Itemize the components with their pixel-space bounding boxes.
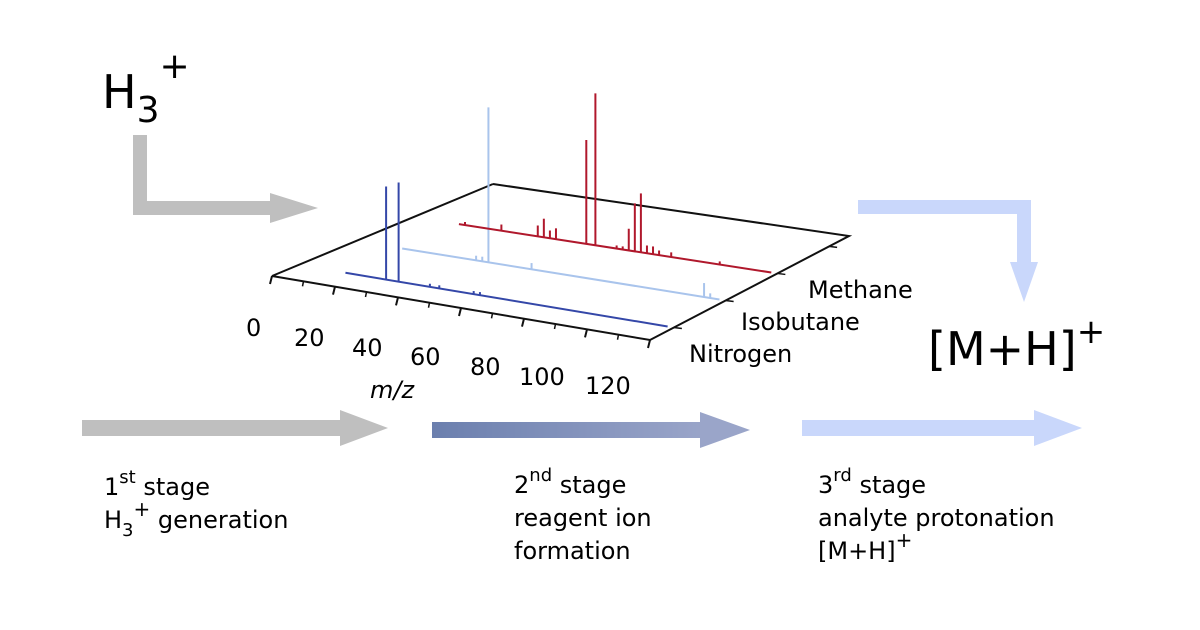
x-tick-mark-80 xyxy=(521,318,525,327)
x-ticks: 0 20 40 60 80 100 120 xyxy=(246,275,651,400)
baseline-isobutane xyxy=(402,247,720,301)
series-nitrogen xyxy=(345,182,668,328)
x-minor-tick-110 xyxy=(616,334,620,340)
x-tick-label-80: 80 xyxy=(470,353,501,381)
svg-text:1st stage: 1st stage xyxy=(104,467,210,501)
x-tick-label-20: 20 xyxy=(294,324,325,352)
h3-ion-label: H3+ xyxy=(102,46,190,131)
mh-bent-arrow xyxy=(858,200,1038,302)
stage3-arrow xyxy=(802,410,1082,446)
series-methane xyxy=(458,93,772,274)
x-tick-label-60: 60 xyxy=(410,343,441,371)
depth-tick-3 xyxy=(829,245,838,249)
x-tick-label-0: 0 xyxy=(246,314,261,342)
x-minor-tick-30 xyxy=(364,291,368,298)
series-isobutane xyxy=(402,107,720,301)
x-minor-tick-50 xyxy=(427,302,431,308)
spectra-series xyxy=(345,93,772,328)
svg-text:H3+ generation: H3+ generation xyxy=(104,497,288,541)
svg-text:2nd stage: 2nd stage xyxy=(514,465,626,499)
x-tick-mark-0 xyxy=(269,275,273,285)
svg-text:reagent ion: reagent ion xyxy=(514,504,652,532)
x-minor-tick-10 xyxy=(301,281,305,287)
x-tick-label-40: 40 xyxy=(352,334,383,362)
series-label-isobutane: Isobutane xyxy=(741,308,860,336)
x-tick-mark-60 xyxy=(458,307,462,317)
x-tick-label-120: 120 xyxy=(585,372,631,400)
stage3-caption: 3rd stage analyte protonation [M+H]+ xyxy=(818,465,1055,565)
x-tick-mark-100 xyxy=(584,329,588,338)
stage2-caption: 2nd stage reagent ion formation xyxy=(514,465,652,565)
svg-text:3rd stage: 3rd stage xyxy=(818,465,926,499)
stage2-arrow xyxy=(432,412,750,448)
series-label-methane: Methane xyxy=(808,276,913,304)
depth-tick-0 xyxy=(673,326,682,330)
h3-bent-arrow xyxy=(133,135,318,223)
svg-text:[M+H]+: [M+H]+ xyxy=(818,528,912,565)
baseline-nitrogen xyxy=(345,271,668,328)
x-tick-mark-20 xyxy=(332,286,336,295)
x-axis-label: m/z xyxy=(370,376,415,404)
depth-tick-1 xyxy=(725,299,734,303)
x-tick-label-100: 100 xyxy=(519,363,565,391)
depth-tick-2 xyxy=(777,272,786,276)
x-tick-mark-40 xyxy=(395,297,399,306)
spectrum-chart: 0 20 40 60 80 100 120 xyxy=(246,93,853,400)
svg-text:formation: formation xyxy=(514,537,631,565)
mh-ion-label: [M+H]+ xyxy=(928,312,1105,376)
chart-floor-left-edge xyxy=(271,183,494,277)
stage1-arrow xyxy=(82,410,388,446)
x-minor-tick-90 xyxy=(553,323,557,330)
stage1-caption: 1st stage H3+ generation xyxy=(104,467,288,541)
svg-text:analyte protonation: analyte protonation xyxy=(818,504,1055,532)
series-label-nitrogen: Nitrogen xyxy=(689,340,792,368)
x-tick-mark-120 xyxy=(647,339,651,349)
x-minor-tick-70 xyxy=(490,313,494,319)
